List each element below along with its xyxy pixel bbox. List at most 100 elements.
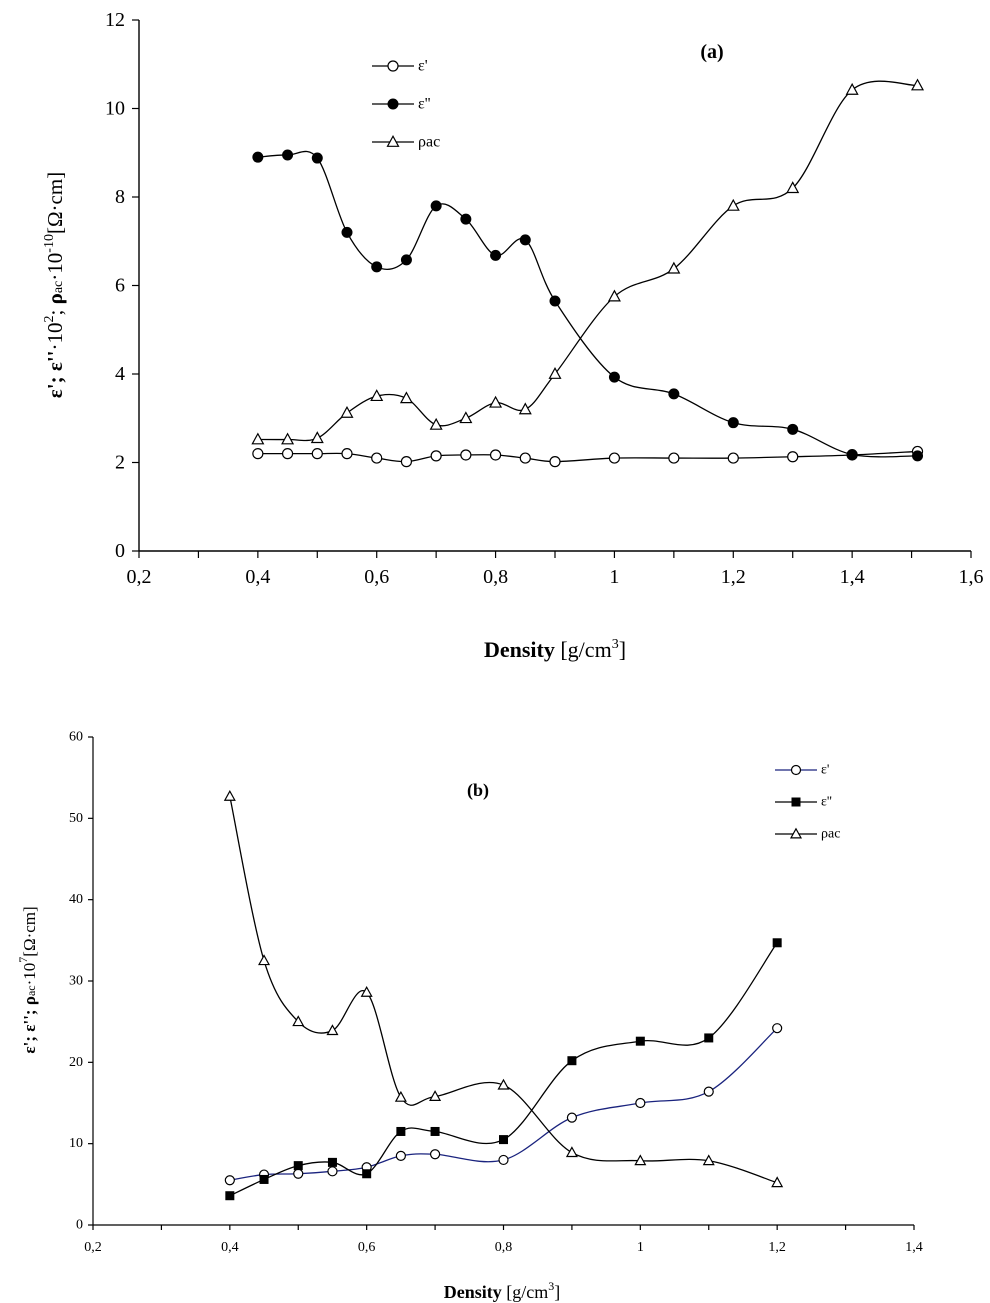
chart-a-x-tick-label: 0,8 xyxy=(483,566,508,588)
chart-a-point-rho-ac xyxy=(459,411,473,424)
chart-b-point-eps-prime xyxy=(327,1166,338,1177)
chart-b: 0,2 0,4 0,6 0,8 1 1,2 1,4 0 10 20 30 40 50 60 ε' ε'' ρ… xyxy=(16,730,923,1303)
chart-b-y-tick-label: 0 xyxy=(76,1218,83,1233)
chart-a-point-eps-prime xyxy=(787,451,799,463)
chart-b-point-eps-prime xyxy=(566,1112,578,1123)
chart-a-point-rho-ac xyxy=(251,432,265,445)
chart-a-point-eps-prime xyxy=(549,456,561,468)
chart-b-point-eps-prime xyxy=(395,1150,406,1161)
chart-a-point-rho-ac xyxy=(489,395,503,408)
chart-a-point-rho-ac xyxy=(281,432,295,445)
chart-b-point-rho-ac xyxy=(497,1078,510,1090)
chart-a-point-rho-ac xyxy=(370,389,384,402)
chart-b-x-tick-label: 1 xyxy=(637,1240,644,1255)
chart-b-point-eps-prime xyxy=(498,1154,509,1166)
chart-b-x-tick-label: 1,4 xyxy=(905,1240,923,1255)
chart-a-x-axis: 0,2 0,4 0,6 0,8 1 1,2 1,4 1,6 xyxy=(127,550,984,588)
chart-b-x-tick-label: 0,2 xyxy=(84,1240,102,1255)
chart-a-point-eps-double-prime xyxy=(787,423,799,435)
chart-b-x-tick-label: 0,4 xyxy=(221,1240,239,1255)
chart-b-point-rho-ac xyxy=(360,985,373,997)
chart-b-line-rho-ac xyxy=(229,796,778,1184)
chart-b-point-eps-double-prime xyxy=(430,1126,440,1136)
chart-a-legend-label-rho-ac: ρac xyxy=(418,134,440,151)
chart-a-point-rho-ac xyxy=(726,198,740,211)
chart-b-point-eps-prime xyxy=(293,1168,304,1179)
chart-a-point-eps-double-prime xyxy=(252,151,264,163)
chart-a-point-eps-double-prime xyxy=(519,234,531,246)
chart-b-point-eps-double-prime xyxy=(772,938,782,948)
chart-b-point-rho-ac xyxy=(702,1154,715,1166)
chart-a-point-eps-double-prime xyxy=(400,254,412,266)
chart-b-legend-marker-eps-prime xyxy=(790,764,802,776)
chart-a-point-eps-double-prime xyxy=(311,152,323,164)
chart-b-point-rho-ac xyxy=(565,1146,578,1158)
chart-b-point-eps-prime xyxy=(703,1086,714,1097)
chart-a-x-tick-label: 1,2 xyxy=(721,566,746,588)
chart-b-markers xyxy=(223,789,784,1201)
chart-b-point-eps-double-prime xyxy=(567,1056,577,1066)
chart-a-x-tick-label: 1,4 xyxy=(840,566,865,588)
chart-a-point-rho-ac xyxy=(607,289,621,302)
chart-a-point-rho-ac xyxy=(340,405,354,418)
chart-b-point-eps-double-prime xyxy=(704,1033,714,1043)
chart-b-point-rho-ac xyxy=(292,1015,305,1027)
chart-a-legend-label-eps-prime: ε' xyxy=(418,58,428,75)
chart-b-point-eps-double-prime xyxy=(293,1161,303,1171)
chart-b-point-rho-ac xyxy=(634,1154,647,1166)
chart-a-point-rho-ac xyxy=(429,417,443,430)
chart-a-y-axis: 0 2 4 6 8 10 12 xyxy=(105,9,140,562)
chart-a-point-eps-double-prime xyxy=(727,417,739,429)
chart-a-point-rho-ac xyxy=(548,366,562,379)
chart-a-markers xyxy=(251,78,925,468)
chart-a-x-label: Density [g/cm3] xyxy=(484,637,626,662)
chart-a-y-tick-label: 2 xyxy=(115,452,125,474)
chart-b-legend-label-rho-ac: ρac xyxy=(821,827,840,842)
chart-b-point-eps-double-prime xyxy=(396,1126,406,1136)
chart-b-legend-label-eps-prime: ε' xyxy=(821,763,829,778)
chart-b-point-rho-ac xyxy=(771,1176,784,1188)
chart-a-y-label: ε'; ε''·102; ρac·10-10[Ω·cm] xyxy=(42,172,67,398)
chart-b-panel-label: (b) xyxy=(467,780,489,801)
chart-a-point-eps-prime xyxy=(371,452,383,464)
chart-a-legend-label-eps-double-prime: ε'' xyxy=(418,96,431,113)
chart-b-point-eps-prime xyxy=(635,1097,646,1109)
chart-a-point-eps-prime xyxy=(341,448,353,460)
chart-a-point-eps-prime xyxy=(252,448,264,460)
chart-a-y-tick-label: 12 xyxy=(105,9,125,31)
chart-b-point-eps-double-prime xyxy=(499,1135,508,1145)
chart-a-y-tick-label: 10 xyxy=(105,98,125,120)
chart-a-point-eps-double-prime xyxy=(371,261,383,273)
chart-a-point-eps-double-prime xyxy=(490,249,502,261)
chart-a-panel-label: (a) xyxy=(700,41,723,63)
chart-a-x-tick-label: 0,6 xyxy=(364,566,389,588)
chart-b-point-rho-ac xyxy=(326,1024,339,1036)
chart-b-x-axis: 0,2 0,4 0,6 0,8 1 1,2 1,4 xyxy=(84,1224,923,1255)
chart-a-series xyxy=(257,80,918,463)
chart-b-point-eps-double-prime xyxy=(327,1157,337,1167)
chart-b-x-tick-label: 0,6 xyxy=(358,1240,376,1255)
chart-a-point-eps-prime xyxy=(281,448,294,460)
chart-a-point-eps-double-prime xyxy=(460,213,472,225)
chart-a-point-eps-double-prime xyxy=(912,450,924,462)
chart-a-point-rho-ac xyxy=(786,181,800,194)
chart-a-legend-marker-eps-double-prime xyxy=(387,98,399,110)
chart-a-point-eps-prime xyxy=(311,448,323,460)
chart-b-legend-label-eps-double-prime: ε'' xyxy=(821,795,832,810)
chart-b-y-label: ε'; ε''; ρac·107[Ω·cm] xyxy=(16,906,39,1053)
chart-b-legend-marker-eps-double-prime xyxy=(791,797,801,807)
chart-b-y-tick-label: 30 xyxy=(69,974,83,989)
chart-b-y-axis: 0 10 20 30 40 50 60 xyxy=(69,730,94,1233)
chart-a-point-eps-double-prime xyxy=(549,295,561,307)
chart-a-point-rho-ac xyxy=(399,391,413,404)
chart-a-x-tick-label: 0,4 xyxy=(245,566,270,588)
chart-b-x-tick-label: 1,2 xyxy=(768,1240,786,1255)
chart-a-point-eps-prime xyxy=(489,449,502,461)
chart-a-point-eps-prime xyxy=(668,452,680,464)
chart-b-point-rho-ac xyxy=(394,1090,407,1102)
chart-b-point-eps-prime xyxy=(429,1149,441,1160)
chart-b-point-rho-ac xyxy=(223,789,236,801)
chart-b-y-tick-label: 20 xyxy=(69,1055,83,1070)
chart-a-y-tick-label: 4 xyxy=(115,363,125,385)
